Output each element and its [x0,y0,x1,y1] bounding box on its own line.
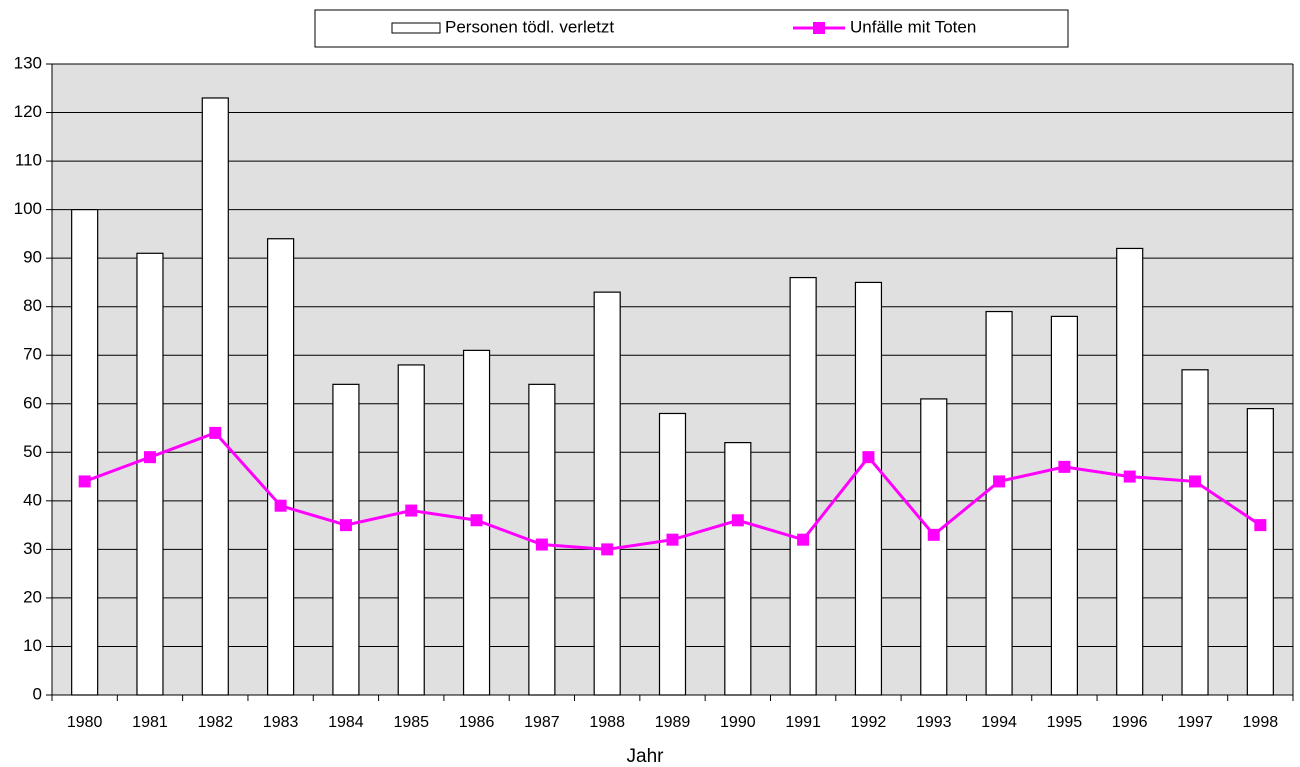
y-tick-label: 100 [14,199,42,218]
y-tick-label: 130 [14,53,42,72]
bar [397,364,425,696]
bar [1181,369,1209,696]
bar [332,383,360,696]
marker [470,514,483,527]
bar [985,310,1013,696]
bar [267,238,295,696]
marker [405,504,418,517]
x-tick-label: 1994 [981,714,1017,731]
x-tick-label: 1996 [1112,714,1148,731]
marker [666,533,679,546]
x-tick-label: 1988 [589,714,625,731]
x-tick-label: 1985 [393,714,429,731]
marker [797,533,810,546]
bar [789,276,817,696]
bar [136,252,164,696]
legend-swatch [391,22,441,34]
legend-label: Unfälle mit Toten [850,17,976,36]
marker [1254,519,1267,532]
bar [724,442,752,696]
y-tick-label: 70 [23,345,42,364]
y-tick-label: 120 [14,102,42,121]
bar [593,291,621,696]
x-tick-label: 1984 [328,714,364,731]
x-tick-label: 1991 [785,714,821,731]
marker [601,543,614,556]
marker [535,538,548,551]
marker [731,514,744,527]
bar [854,281,883,696]
x-tick-label: 1989 [655,714,691,731]
x-tick-label: 1997 [1177,714,1213,731]
x-tick-label: 1990 [720,714,756,731]
x-tick-label: 1993 [916,714,952,731]
x-tick-label: 1986 [459,714,495,731]
bar [920,398,948,696]
marker [78,475,91,488]
y-tick-label: 40 [23,490,42,509]
y-tick-label: 0 [33,684,42,703]
marker [339,519,352,532]
bar [71,209,99,696]
legend-marker [813,22,825,34]
x-tick-label: 1987 [524,714,560,731]
x-tick-label: 1980 [67,714,103,731]
x-tick-label: 1982 [197,714,233,731]
x-tick-label: 1981 [132,714,168,731]
marker [993,475,1006,488]
x-tick-label: 1995 [1047,714,1083,731]
x-axis-title: Jahr [627,746,665,767]
marker [1058,460,1071,473]
marker [274,499,287,512]
y-tick-label: 50 [23,442,42,461]
bar [1050,315,1078,696]
y-tick-label: 110 [15,151,42,170]
marker [209,426,222,439]
y-tick-label: 80 [23,296,42,315]
marker [1189,475,1202,488]
x-tick-label: 1998 [1243,714,1279,731]
bar [1246,408,1274,696]
y-tick-label: 60 [23,393,42,412]
x-tick-label: 1992 [851,714,887,731]
y-tick-label: 30 [23,539,42,558]
marker [862,451,875,464]
bar [201,97,229,696]
bar [658,412,687,696]
y-tick-label: 10 [23,636,42,655]
y-tick-label: 90 [23,248,42,267]
y-tick-label: 20 [23,587,42,606]
marker [1123,470,1136,483]
marker [927,528,940,541]
legend-label: Personen tödl. verletzt [445,17,614,36]
x-tick-label: 1983 [263,714,299,731]
marker [143,451,156,464]
